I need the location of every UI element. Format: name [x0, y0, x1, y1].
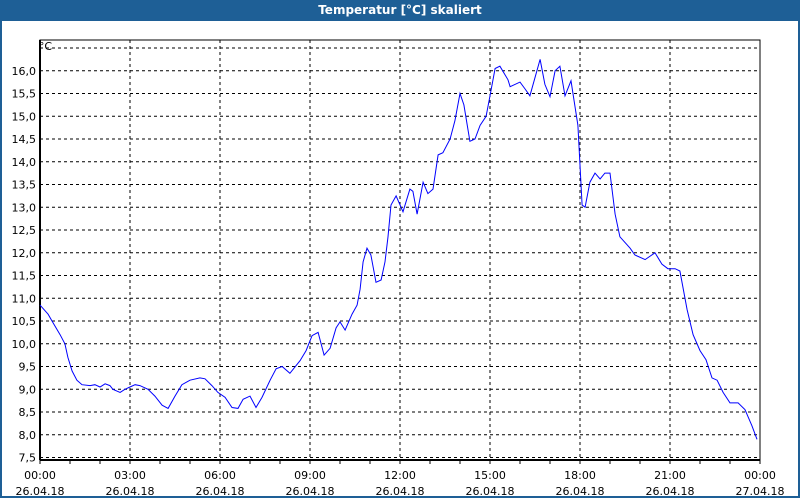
y-tick-label: 15,0	[12, 110, 37, 123]
y-tick-label: 14,5	[12, 133, 37, 146]
x-tick-time: 09:00	[294, 469, 326, 482]
x-tick-time: 03:00	[114, 469, 146, 482]
x-tick-date: 26.04.18	[106, 485, 155, 498]
x-tick-time: 18:00	[564, 469, 596, 482]
x-tick-date: 26.04.18	[646, 485, 695, 498]
window-title: Temperatur [°C] skaliert	[0, 0, 800, 21]
grid	[40, 40, 760, 460]
y-tick-label: 10,5	[12, 315, 37, 328]
x-tick-time: 06:00	[204, 469, 236, 482]
y-axis-labels: 7,5 8,0 8,5 9,0 9,5 10,0 10,5 11,0 11,5 12,0 12,5 1…	[12, 65, 37, 465]
y-tick-label: 8,0	[19, 429, 37, 442]
y-tick-label: 16,0	[12, 65, 37, 78]
y-tick-label: 14,0	[12, 156, 37, 169]
y-tick-label: 9,0	[19, 383, 37, 396]
x-tick-date: 27.04.18	[736, 485, 785, 498]
x-tick-date: 26.04.18	[556, 485, 605, 498]
x-tick-time: 12:00	[384, 469, 416, 482]
x-tick-date: 26.04.18	[376, 485, 425, 498]
x-tick-date: 26.04.18	[286, 485, 335, 498]
x-tick-time: 15:00	[474, 469, 506, 482]
x-axis-labels: 00:00 26.04.18 03:00 26.04.18 06:00 26.04.18 0…	[16, 469, 785, 498]
y-tick-label: 15,5	[12, 88, 37, 101]
y-tick-label: 12,5	[12, 224, 37, 237]
y-tick-label: 12,0	[12, 247, 37, 260]
y-tick-label: 8,5	[19, 406, 37, 419]
x-tick-date: 26.04.18	[16, 485, 65, 498]
x-tick-time: 21:00	[654, 469, 686, 482]
x-tick-time: 00:00	[24, 469, 56, 482]
y-tick-label: 11,0	[12, 292, 37, 305]
y-tick-label: 13,5	[12, 179, 37, 192]
y-tick-label: 9,5	[19, 361, 37, 374]
x-tick-date: 26.04.18	[196, 485, 245, 498]
y-axis-unit-label: °C	[39, 40, 53, 53]
y-tick-label: 11,5	[12, 270, 37, 283]
temperature-line	[39, 59, 758, 440]
y-tick-label: 13,0	[12, 201, 37, 214]
x-tick-time: 00:00	[744, 469, 776, 482]
axes	[39, 39, 761, 464]
x-tick-date: 26.04.18	[466, 485, 515, 498]
y-tick-label: 10,0	[12, 338, 37, 351]
y-tick-label: 7,5	[19, 452, 37, 465]
